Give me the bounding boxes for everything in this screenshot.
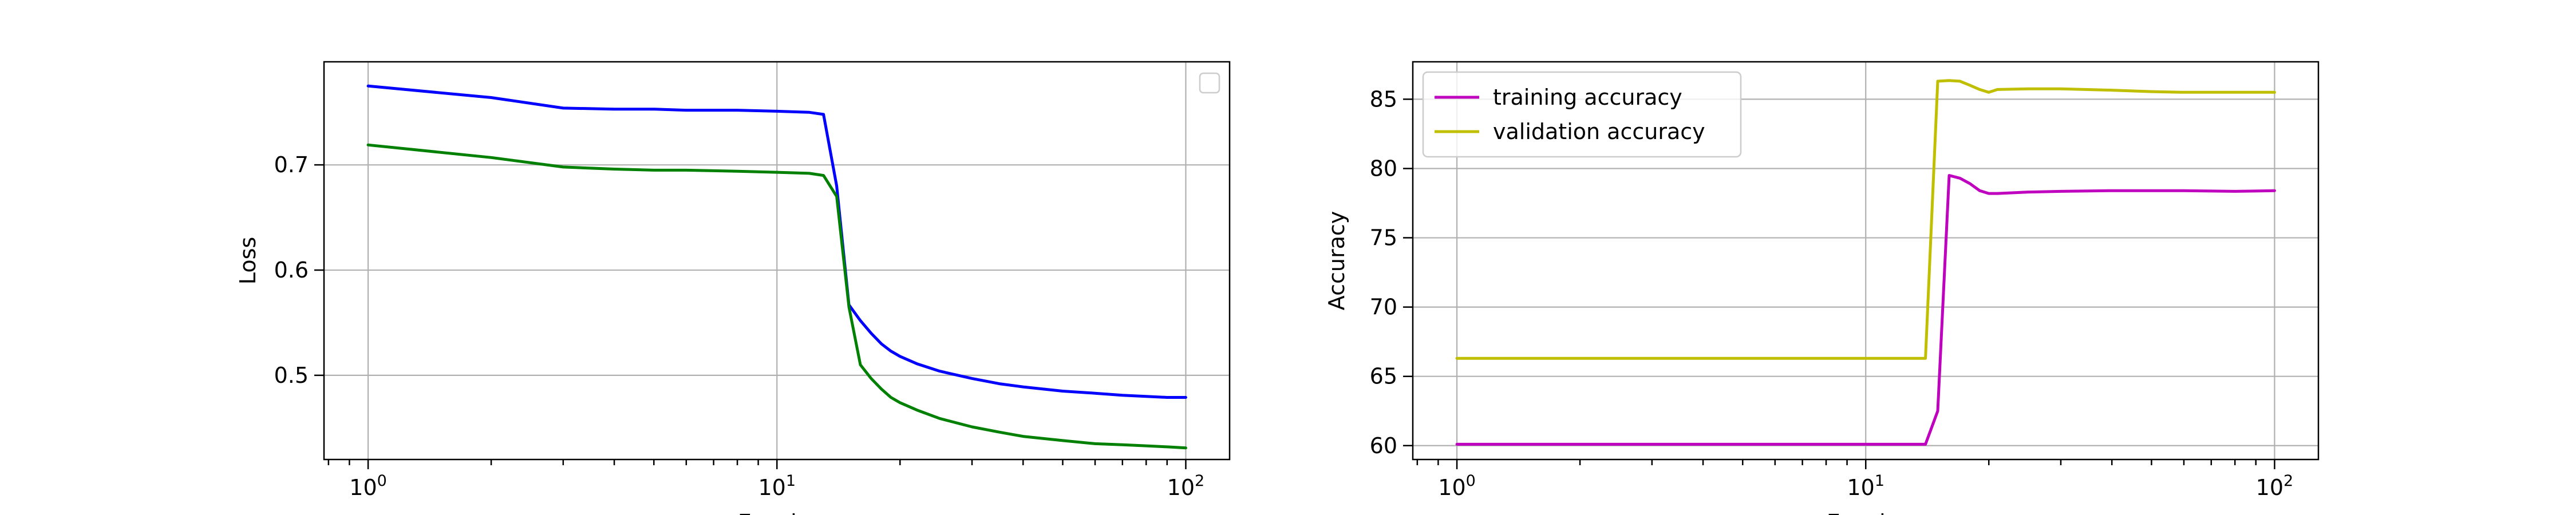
loss-y-tick-label-2: 0.7 — [274, 152, 309, 177]
accuracy-y-ticks: 60 65 70 75 80 85 — [1370, 86, 1413, 458]
accuracy-legend-label-1: validation accuracy — [1493, 119, 1705, 144]
loss-series-line-0 — [366, 84, 1187, 399]
accuracy-legend: training accuracy validation accuracy — [1422, 71, 1742, 158]
accuracy-chart: 100 101 102 60 65 70 75 80 85 Epochs Accuracy t… — [1324, 61, 2320, 515]
accuracy-y-tick-label-2: 70 — [1370, 295, 1397, 320]
accuracy-x-ticks: 100 101 102 — [1416, 459, 2294, 500]
accuracy-y-tick-label-3: 75 — [1370, 225, 1397, 251]
loss-x-tick-label-2: 102 — [1167, 472, 1205, 500]
loss-x-axis-label: Epochs — [738, 510, 816, 515]
loss-series-line-1 — [366, 143, 1187, 450]
loss-y-tick-label-0: 0.5 — [274, 363, 309, 388]
loss-x-tick-label-0: 100 — [349, 472, 387, 500]
accuracy-series — [1455, 79, 2276, 446]
accuracy-x-tick-label-0: 100 — [1438, 472, 1476, 500]
accuracy-x-tick-label-1: 101 — [1847, 472, 1884, 500]
accuracy-y-tick-label-0: 60 — [1370, 433, 1397, 458]
loss-chart: 100 101 102 0.5 0.6 0.7 Epochs Loss — [235, 61, 1231, 515]
accuracy-x-tick-label-2: 102 — [2256, 472, 2294, 500]
accuracy-legend-label-0: training accuracy — [1493, 85, 1682, 110]
accuracy-y-tick-label-1: 65 — [1370, 364, 1397, 389]
loss-legend-box — [1199, 72, 1220, 94]
loss-y-axis-label: Loss — [235, 237, 260, 284]
loss-y-tick-label-1: 0.6 — [274, 258, 309, 283]
loss-y-ticks: 0.5 0.6 0.7 — [274, 152, 324, 388]
loss-x-tick-label-1: 101 — [758, 472, 796, 500]
loss-series — [366, 84, 1187, 450]
loss-legend — [1199, 72, 1220, 94]
loss-grid — [324, 62, 1230, 459]
accuracy-y-axis-label: Accuracy — [1324, 211, 1349, 311]
accuracy-series-line-1 — [1455, 79, 2276, 360]
loss-x-ticks: 100 101 102 — [327, 459, 1205, 500]
accuracy-x-axis-label: Epochs — [1827, 510, 1905, 515]
accuracy-y-tick-label-4: 80 — [1370, 156, 1397, 181]
accuracy-legend-box — [1422, 71, 1742, 158]
accuracy-y-tick-label-5: 85 — [1370, 86, 1397, 112]
accuracy-series-line-0 — [1455, 174, 2276, 446]
